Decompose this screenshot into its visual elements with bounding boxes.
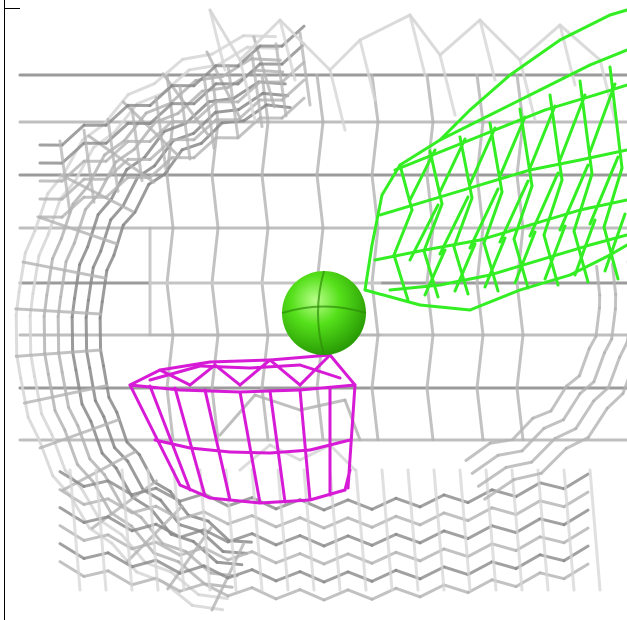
grey-wireframe-surface xyxy=(14,8,627,612)
green-wireframe-surface xyxy=(363,8,627,312)
frame-left-border xyxy=(4,0,5,620)
green-atom-sphere xyxy=(281,270,367,356)
frame-top-tick xyxy=(4,8,20,9)
magenta-wireframe-surface xyxy=(128,353,357,505)
